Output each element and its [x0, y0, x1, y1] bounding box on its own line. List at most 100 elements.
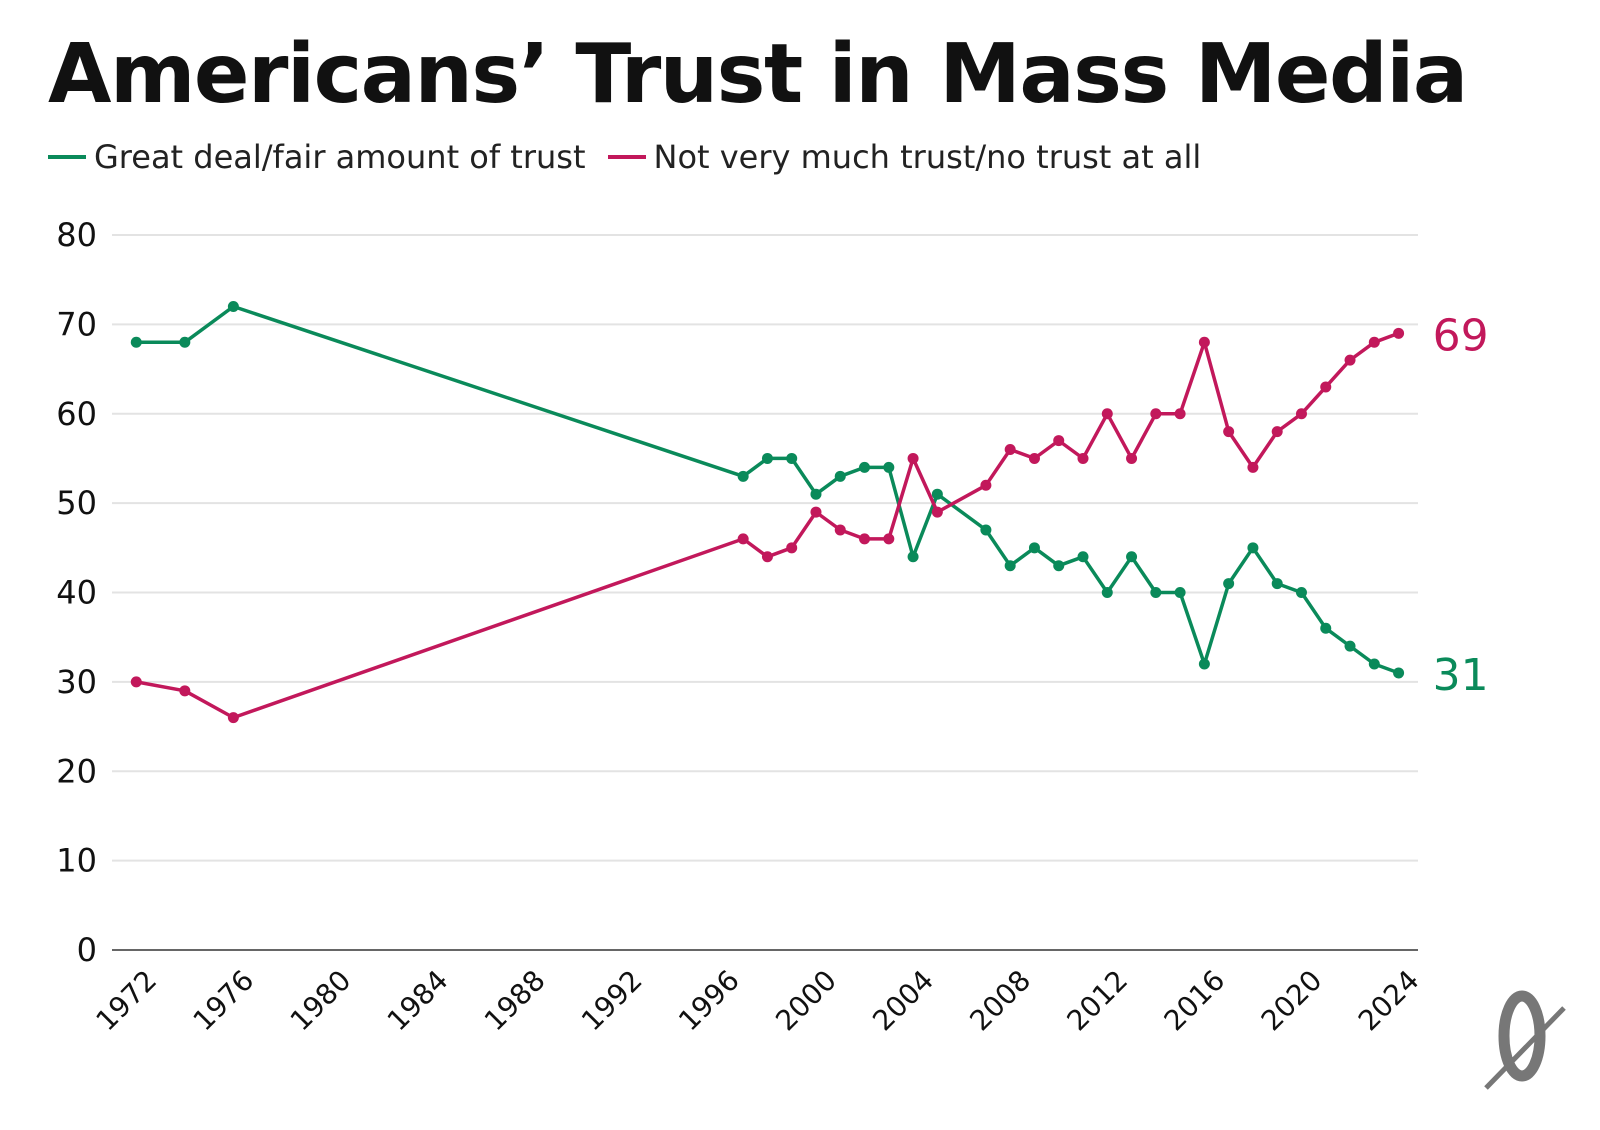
grid-layer — [112, 234, 1418, 862]
data-point-distrust-2023 — [1368, 336, 1380, 348]
data-point-trust-2023 — [1368, 658, 1380, 670]
data-point-trust-2008 — [1004, 560, 1016, 572]
data-point-distrust-1972 — [130, 676, 142, 688]
data-point-distrust-2007 — [980, 479, 992, 491]
data-point-trust-2015 — [1174, 587, 1186, 598]
y-tick-label-20: 20 — [56, 752, 97, 790]
data-point-distrust-2002 — [859, 533, 871, 545]
data-point-distrust-2021 — [1320, 381, 1332, 393]
data-point-trust-2022 — [1344, 640, 1356, 652]
data-point-distrust-2012 — [1101, 408, 1113, 420]
data-point-trust-2013 — [1126, 551, 1138, 563]
data-point-distrust-2011 — [1077, 452, 1089, 464]
data-point-trust-2024 — [1393, 667, 1405, 679]
data-point-trust-2002 — [859, 461, 871, 473]
x-tick-label-1980: 1980 — [284, 964, 358, 1038]
end-label-trust: 31 — [1433, 650, 1489, 701]
x-tick-label-1988: 1988 — [478, 964, 552, 1038]
data-point-distrust-2018 — [1247, 461, 1259, 473]
label-layer: 31 69 — [1433, 310, 1489, 701]
legend-item-distrust: Not very much trust/no trust at all — [607, 138, 1202, 176]
x-tick-label-1976: 1976 — [187, 964, 261, 1038]
data-point-distrust-2022 — [1344, 354, 1356, 366]
data-point-trust-2000 — [810, 488, 822, 500]
end-label-distrust: 69 — [1433, 310, 1489, 361]
x-tick-label-2016: 2016 — [1158, 964, 1232, 1038]
data-point-distrust-2005 — [931, 506, 943, 518]
legend: Great deal/fair amount of trust Not very… — [48, 138, 1223, 176]
data-point-distrust-1976 — [227, 712, 239, 724]
x-tick-label-2024: 2024 — [1352, 964, 1426, 1038]
data-point-distrust-2009 — [1028, 452, 1040, 464]
data-point-trust-2012 — [1101, 587, 1113, 598]
data-point-trust-2005 — [931, 488, 943, 500]
data-point-distrust-2015 — [1174, 408, 1186, 420]
x-tick-label-2020: 2020 — [1255, 964, 1329, 1038]
legend-swatch-distrust — [607, 155, 646, 159]
data-point-trust-2011 — [1077, 551, 1089, 563]
data-point-distrust-2014 — [1150, 408, 1162, 420]
data-point-trust-1974 — [179, 336, 191, 348]
data-point-distrust-2013 — [1126, 452, 1138, 464]
data-point-distrust-1997 — [737, 533, 749, 545]
chart-title: Americans’ Trust in Mass Media — [48, 27, 1468, 122]
x-tick-label-1972: 1972 — [89, 964, 163, 1038]
x-tick-label-2012: 2012 — [1061, 964, 1135, 1038]
data-point-trust-1976 — [227, 301, 239, 312]
data-point-distrust-2000 — [810, 506, 822, 518]
x-tick-label-2000: 2000 — [769, 964, 843, 1038]
legend-label-distrust: Not very much trust/no trust at all — [653, 138, 1202, 176]
series-line-distrust — [134, 331, 1401, 720]
data-point-distrust-2019 — [1271, 426, 1283, 438]
y-tick-label-70: 70 — [56, 305, 97, 343]
data-point-distrust-2024 — [1393, 327, 1405, 339]
data-point-trust-2020 — [1295, 587, 1307, 598]
legend-label-trust: Great deal/fair amount of trust — [94, 138, 586, 176]
x-tick-label-1996: 1996 — [672, 964, 746, 1038]
data-point-distrust-2020 — [1295, 408, 1307, 420]
axis-layer: 0 10 20 30 40 50 60 70 80 1972 1976 1980 1984 1988 199… — [56, 216, 1425, 1037]
x-tick-label-1992: 1992 — [575, 964, 649, 1038]
y-tick-label-30: 30 — [56, 663, 97, 701]
data-point-trust-2021 — [1320, 622, 1332, 634]
data-point-trust-2001 — [834, 470, 846, 482]
data-point-trust-1998 — [761, 452, 773, 464]
data-point-trust-2007 — [980, 524, 992, 536]
series-layer — [130, 301, 1405, 724]
data-point-distrust-1999 — [786, 542, 798, 554]
data-point-trust-1972 — [130, 336, 142, 348]
slashed-zero-logo-icon — [1484, 990, 1566, 1090]
x-tick-label-2004: 2004 — [866, 964, 940, 1038]
y-tick-label-10: 10 — [56, 842, 97, 880]
data-point-trust-2016 — [1198, 658, 1210, 670]
data-point-trust-2019 — [1271, 578, 1283, 590]
legend-swatch-trust — [48, 155, 86, 159]
y-tick-label-60: 60 — [56, 395, 97, 433]
data-point-distrust-2001 — [834, 524, 846, 536]
x-tick-label-1984: 1984 — [381, 964, 455, 1038]
data-point-distrust-2008 — [1004, 444, 1016, 455]
data-point-trust-1999 — [786, 452, 798, 464]
y-tick-label-40: 40 — [56, 574, 97, 612]
data-point-trust-2010 — [1053, 560, 1065, 572]
data-point-trust-2017 — [1223, 578, 1235, 590]
data-point-distrust-2016 — [1198, 336, 1210, 348]
y-tick-label-80: 80 — [56, 216, 97, 254]
data-point-distrust-1998 — [761, 551, 773, 563]
data-point-distrust-2010 — [1053, 435, 1065, 447]
legend-item-trust: Great deal/fair amount of trust — [48, 138, 586, 176]
y-tick-label-0: 0 — [77, 931, 97, 969]
y-tick-label-50: 50 — [56, 484, 97, 522]
data-point-distrust-2004 — [907, 452, 919, 464]
x-tick-label-2008: 2008 — [963, 964, 1037, 1038]
data-point-trust-2003 — [883, 461, 895, 473]
data-point-distrust-2003 — [883, 533, 895, 545]
data-point-trust-2009 — [1028, 542, 1040, 554]
data-point-trust-2018 — [1247, 542, 1259, 554]
data-point-trust-1997 — [737, 470, 749, 482]
data-point-distrust-2017 — [1223, 426, 1235, 438]
data-point-distrust-1974 — [179, 685, 191, 697]
data-point-trust-2014 — [1150, 587, 1162, 598]
data-point-trust-2004 — [907, 551, 919, 563]
